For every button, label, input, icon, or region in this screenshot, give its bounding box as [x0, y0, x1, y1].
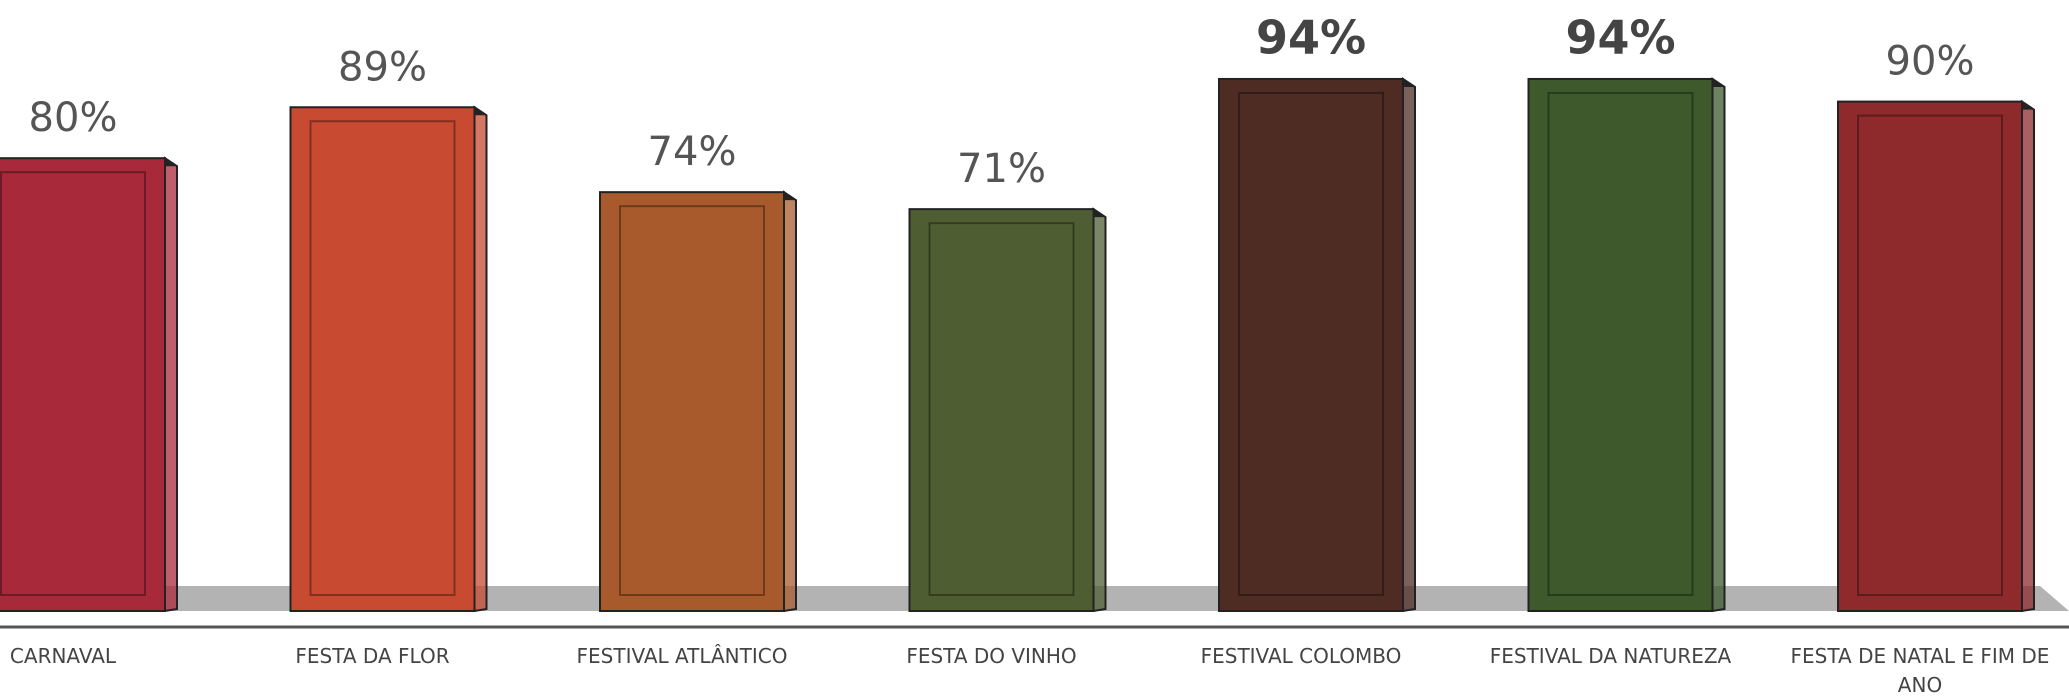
bar: [1527, 77, 1714, 612]
category-label: FESTIVAL DA NATUREZA: [1489, 644, 1732, 668]
bar-inner: [309, 120, 456, 596]
bar: [599, 191, 785, 612]
bar-side: [1711, 77, 1726, 613]
value-label: 74%: [648, 129, 737, 175]
bar-side: [473, 105, 488, 613]
value-label: 90%: [1886, 39, 1975, 85]
bar-side: [783, 190, 797, 613]
bar: [908, 208, 1095, 612]
bar-inner: [1238, 91, 1384, 597]
bar-side: [1402, 77, 1416, 613]
bar-side: [1092, 207, 1107, 613]
value-label: 94%: [1256, 10, 1366, 64]
category-label: FESTA DA FLOR: [295, 644, 450, 668]
category-label: CARNAVAL: [9, 644, 117, 668]
bar-side: [164, 156, 178, 613]
category-label: FESTIVAL COLOMBO: [1200, 644, 1402, 668]
value-label: 94%: [1565, 10, 1675, 64]
bar-inner: [619, 205, 765, 596]
category-label: FESTA DE NATAL E FIM DE ANO: [1790, 644, 2050, 697]
bar-side: [2021, 99, 2035, 613]
value-label: 71%: [957, 146, 1046, 192]
bar: [1837, 100, 2023, 612]
bar-inner: [0, 171, 146, 596]
bar-inner: [928, 222, 1075, 596]
value-label: 89%: [338, 44, 427, 90]
bar-inner: [1547, 91, 1694, 597]
bar-inner: [1857, 114, 2003, 596]
bar: [0, 157, 166, 612]
bar: [289, 106, 476, 612]
category-label: FESTIVAL ATLÂNTICO: [576, 644, 788, 668]
bar: [1218, 77, 1404, 612]
value-label: 80%: [29, 95, 118, 141]
category-label: FESTA DO VINHO: [906, 644, 1077, 668]
